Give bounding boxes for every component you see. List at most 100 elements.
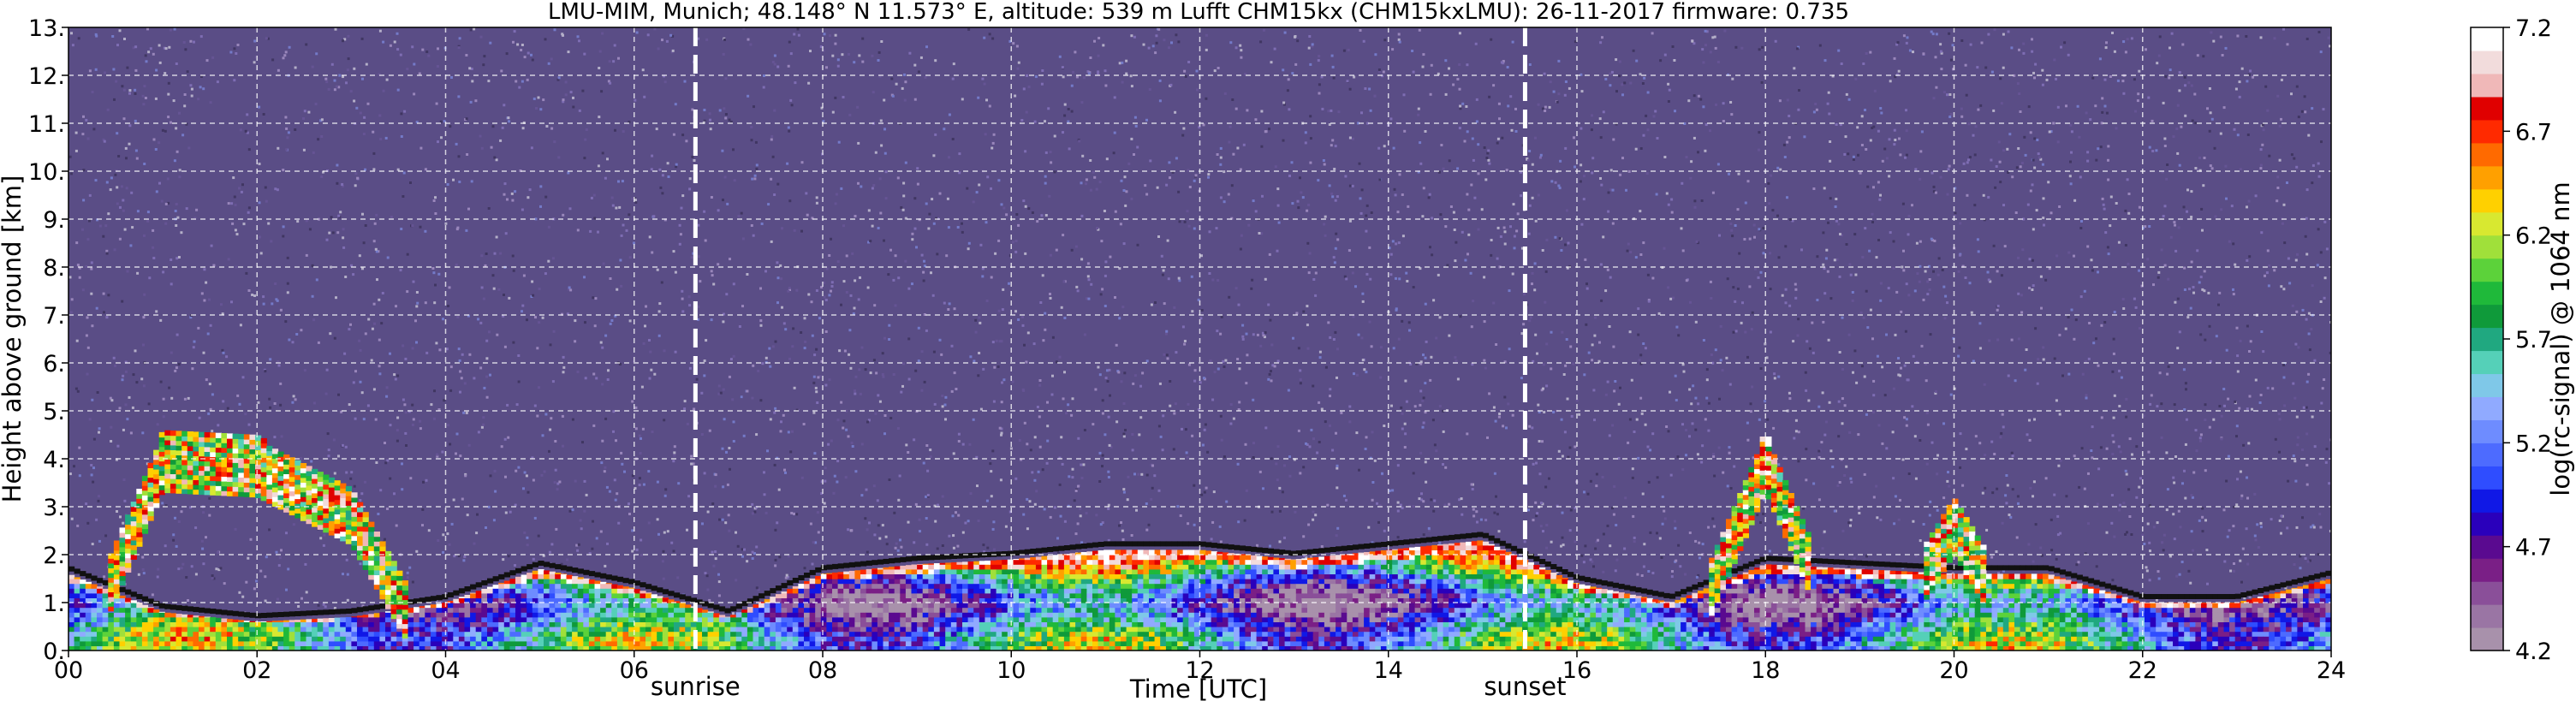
- noise-speck: [361, 604, 365, 608]
- noise-speck: [291, 341, 294, 344]
- noise-speck: [131, 406, 134, 409]
- noise-speck: [2243, 597, 2246, 600]
- noise-speck: [934, 133, 937, 136]
- noise-speck: [142, 384, 146, 388]
- noise-speck: [1177, 190, 1181, 193]
- noise-speck: [555, 527, 558, 531]
- noise-speck: [989, 462, 992, 466]
- noise-speck: [604, 417, 608, 420]
- noise-speck: [2058, 413, 2061, 416]
- noise-speck: [2067, 53, 2070, 56]
- noise-speck: [415, 291, 419, 294]
- noise-speck: [2305, 188, 2309, 192]
- noise-speck: [866, 528, 869, 532]
- noise-speck: [1872, 394, 1876, 397]
- noise-speck: [174, 210, 177, 212]
- noise-speck: [122, 478, 126, 481]
- noise-speck: [280, 435, 283, 438]
- noise-speck: [459, 454, 462, 458]
- noise-speck: [1900, 310, 1903, 313]
- noise-speck: [186, 70, 189, 74]
- noise-speck: [947, 308, 950, 311]
- noise-speck: [241, 183, 244, 187]
- noise-speck: [2194, 167, 2198, 169]
- noise-speck: [2290, 153, 2293, 157]
- noise-speck: [2183, 288, 2186, 291]
- noise-speck: [657, 310, 661, 313]
- noise-speck: [1347, 249, 1351, 253]
- noise-speck: [1891, 431, 1895, 434]
- noise-speck: [2124, 50, 2127, 54]
- noise-speck: [824, 466, 827, 470]
- noise-speck: [723, 175, 727, 179]
- noise-speck: [2109, 195, 2113, 199]
- noise-speck: [1031, 211, 1034, 214]
- noise-speck: [346, 598, 349, 602]
- noise-speck: [991, 141, 995, 145]
- noise-speck: [925, 444, 929, 447]
- noise-speck: [722, 52, 725, 56]
- noise-speck: [2172, 135, 2175, 139]
- noise-speck: [557, 156, 561, 159]
- noise-speck: [1805, 478, 1808, 482]
- noise-speck: [1597, 538, 1599, 542]
- noise-speck: [2319, 300, 2323, 303]
- noise-speck: [274, 282, 277, 285]
- noise-speck: [1705, 396, 1709, 400]
- noise-speck: [511, 199, 515, 202]
- noise-speck: [1696, 453, 1699, 456]
- noise-speck: [211, 576, 214, 579]
- noise-speck: [446, 305, 449, 307]
- noise-speck: [94, 33, 98, 36]
- noise-speck: [1009, 447, 1013, 450]
- noise-speck: [470, 68, 473, 70]
- noise-speck: [361, 77, 364, 80]
- noise-speck: [2020, 311, 2024, 314]
- noise-speck: [225, 355, 229, 359]
- noise-speck: [2219, 132, 2222, 135]
- noise-speck: [2033, 166, 2037, 169]
- noise-speck: [1305, 442, 1307, 445]
- noise-speck: [1615, 524, 1618, 526]
- noise-speck: [1438, 405, 1442, 407]
- noise-speck: [2009, 515, 2013, 519]
- noise-speck: [1256, 333, 1259, 336]
- noise-speck: [940, 353, 943, 356]
- noise-speck: [1574, 165, 1576, 169]
- noise-speck: [1973, 204, 1977, 207]
- noise-speck: [353, 484, 356, 488]
- noise-speck: [269, 358, 272, 361]
- noise-speck: [967, 520, 970, 523]
- noise-speck: [952, 62, 955, 66]
- noise-speck: [981, 77, 985, 80]
- noise-speck: [978, 316, 981, 319]
- noise-speck: [1714, 46, 1717, 50]
- noise-speck: [1311, 43, 1314, 46]
- noise-speck: [1771, 209, 1775, 212]
- noise-speck: [349, 90, 353, 93]
- noise-speck: [415, 550, 419, 553]
- noise-speck: [736, 544, 740, 548]
- noise-speck: [142, 103, 146, 106]
- noise-speck: [2185, 388, 2187, 391]
- noise-speck: [2106, 246, 2109, 249]
- noise-speck: [2233, 569, 2235, 573]
- noise-speck: [1527, 232, 1531, 235]
- noise-speck: [1548, 105, 1551, 109]
- noise-speck: [872, 484, 876, 488]
- noise-speck: [842, 426, 845, 430]
- noise-speck: [2238, 95, 2241, 98]
- noise-speck: [1934, 56, 1937, 59]
- noise-speck: [1814, 103, 1817, 105]
- noise-speck: [732, 420, 735, 424]
- noise-speck: [166, 177, 170, 181]
- noise-speck: [2183, 408, 2186, 411]
- noise-speck: [1866, 326, 1870, 330]
- noise-speck: [1572, 362, 1575, 365]
- noise-speck: [1133, 374, 1137, 377]
- noise-speck: [583, 509, 586, 513]
- noise-speck: [1617, 402, 1621, 406]
- noise-speck: [617, 180, 620, 183]
- noise-speck: [449, 365, 453, 369]
- noise-speck: [1213, 69, 1217, 73]
